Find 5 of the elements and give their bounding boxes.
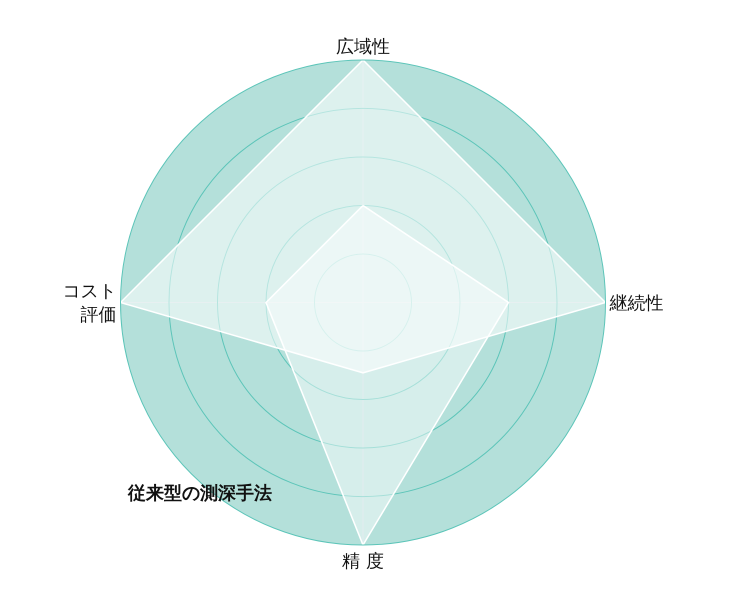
spoke-label: 広域性 [336,36,390,58]
spoke-label: コスト評価 [62,281,116,326]
text: 従来型の測深手法 [127,483,272,504]
spoke-label: 精 度 [342,551,384,572]
spoke-label: 継続性 [608,292,664,314]
